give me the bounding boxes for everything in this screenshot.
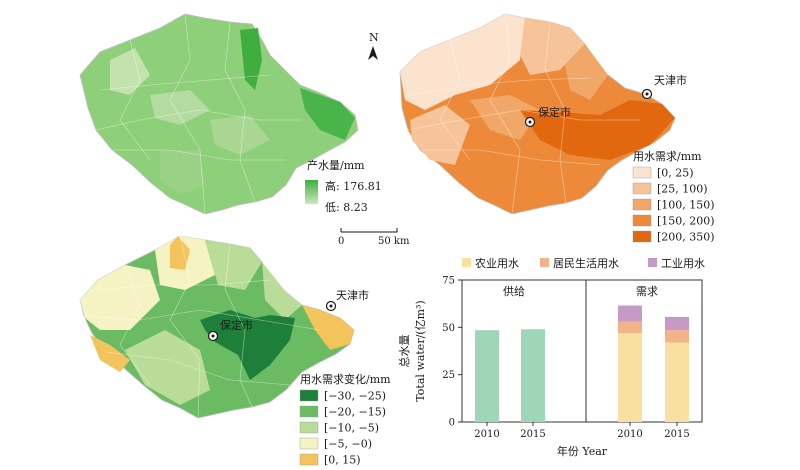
demand-bar-2010-series-0: [618, 333, 642, 422]
change-legend-label-0: [−30, −25): [324, 390, 386, 403]
supply-bar-2015: [521, 329, 545, 422]
change-legend: [−30, −25) [−20, −15) [−10, −5) [−5, −0) [0,…: [299, 389, 386, 467]
supply-gradient-bar: [305, 180, 318, 204]
change-legend-swatch-2: [299, 421, 319, 434]
supply-legend-title: 产水量/mm: [307, 158, 365, 172]
scale-bar: 0 50 km: [338, 228, 410, 247]
x-tick-label-1: 2015: [520, 429, 545, 440]
x-tick-label-0: 2010: [474, 429, 499, 440]
water-demand-map: 天津市 保定市 用水需求/mm [0, 25) [25, 100) [100, 15…: [399, 13, 715, 244]
demand-legend-swatch-1: [632, 182, 652, 195]
scale-label-fifty: 50 km: [378, 236, 410, 247]
change-legend-label-2: [−10, −5): [324, 422, 379, 435]
demand-legend-swatch-3: [632, 214, 652, 227]
demand-legend-swatch-4: [632, 230, 652, 243]
water-supply-map: 产水量/mm 高: 176.81 低: 8.23: [79, 13, 382, 215]
plot-frame: [461, 279, 703, 423]
legend-swatch-1: [540, 258, 549, 267]
x-tick-label-3: 2015: [664, 429, 689, 440]
north-label: N: [369, 31, 379, 44]
y-tick-label-1: 25: [442, 370, 455, 381]
demand-bar-2010-series-1: [618, 321, 642, 334]
demand-bar-2010-series-2: [618, 305, 642, 322]
change-legend-swatch-1: [299, 405, 319, 418]
demand-legend-label-4: [200, 350): [657, 231, 715, 244]
legend-swatch-2: [648, 258, 657, 267]
legend-label-0: 农业用水: [475, 256, 519, 270]
demand-legend-swatch-0: [632, 166, 652, 179]
x-tick-label-2: 2010: [617, 429, 642, 440]
change-legend-swatch-0: [299, 389, 319, 402]
demand-legend-swatch-2: [632, 198, 652, 211]
demand-legend-label-0: [0, 25): [657, 167, 694, 180]
change-legend-label-4: [0, 15): [324, 454, 361, 467]
panel-title-supply: 供给: [503, 284, 525, 298]
change-city-baoding: 保定市: [220, 318, 253, 332]
panel-title-demand: 需求: [636, 285, 658, 298]
demand-legend-label-3: [150, 200): [657, 215, 715, 228]
north-arrow: N: [368, 31, 379, 60]
demand-city-tianjin: 天津市: [654, 73, 687, 87]
change-legend-label-1: [−20, −15): [324, 406, 386, 419]
basin-shape-supply: [79, 13, 359, 215]
demand-legend: [0, 25) [25, 100) [100, 150) [150, 200) [200…: [632, 166, 715, 244]
demand-city-baoding: 保定市: [538, 105, 571, 119]
demand-change-map: 天津市 保定市 用水需求变化/mm [−30, −25)[−20, −15)[−…: [79, 235, 391, 467]
change-city-tianjin: 天津市: [336, 288, 369, 302]
demand-bar-2015-series-0: [665, 342, 689, 422]
water-balance-chart: 农业用水 居民生活用水 工业用水 0 25 50 75 总水量 Total water/(亿m³…: [397, 256, 705, 458]
demand-legend-label-2: [100, 150): [657, 199, 715, 212]
north-arrow-icon: [368, 46, 378, 60]
demand-legend-label-1: [25, 100): [657, 183, 708, 196]
y-tick-label-3: 75: [442, 276, 455, 287]
legend-label-2: 工业用水: [661, 257, 705, 270]
y-tick-label-2: 50: [442, 323, 455, 334]
supply-high-label: 高: 176.81: [325, 179, 382, 193]
change-legend-label-3: [−5, −0): [324, 438, 372, 451]
supply-low-label: 低: 8.23: [325, 201, 368, 214]
change-legend-title: 用水需求变化/mm: [300, 372, 391, 386]
change-legend-swatch-4: [299, 453, 319, 466]
supply-bar-2010: [475, 330, 499, 422]
y-axis-label-cn: 总水量: [397, 335, 411, 368]
demand-bar-2015-series-1: [665, 330, 689, 343]
change-legend-swatch-3: [299, 437, 319, 450]
y-axis-label-en: Total water/(亿m³): [414, 300, 427, 401]
demand-legend-title: 用水需求/mm: [633, 150, 702, 163]
x-axis-label: 年份 Year: [557, 444, 608, 458]
demand-bar-2015-series-2: [665, 316, 689, 331]
scale-label-zero: 0: [338, 236, 344, 247]
y-tick-label-0: 0: [449, 418, 455, 429]
legend-label-1: 居民生活用水: [553, 256, 619, 270]
legend-swatch-0: [462, 258, 471, 267]
